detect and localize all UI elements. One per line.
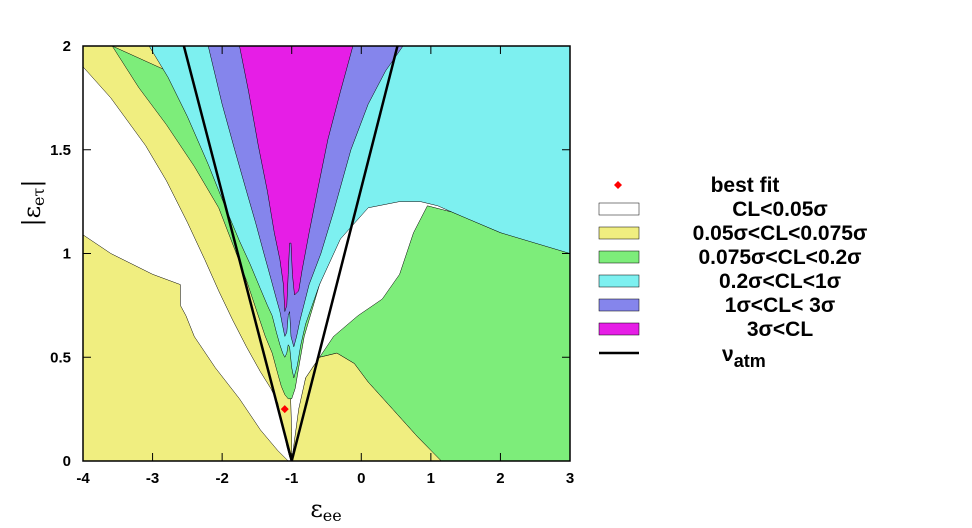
x-tick-label: -2 [215, 470, 228, 487]
x-axis-ticks: -4 -3 -2 -1 0 1 2 3 [76, 46, 574, 487]
y-tick-label: 0 [63, 453, 71, 470]
legend-label: 0.05σ<CL<0.075σ [693, 222, 868, 245]
region-yellow-lower [83, 234, 289, 461]
x-tick-label: -1 [285, 470, 298, 487]
x-tick-label: -3 [146, 470, 159, 487]
x-axis-label: εee [310, 495, 341, 525]
nu-atm-line-1 [182, 46, 293, 461]
region-magenta [239, 46, 354, 312]
legend-best-fit-label: best fit [711, 174, 780, 197]
legend-label: CL<0.05σ [732, 198, 828, 221]
legend-swatch [598, 250, 640, 264]
nu-atm-lines [182, 46, 399, 461]
legend-label: 3σ<CL [747, 318, 813, 341]
nu-atm-line-2 [290, 46, 399, 461]
y-tick-label: 1 [63, 246, 71, 263]
legend-swatch [598, 202, 640, 216]
legend-swatch [598, 298, 640, 312]
legend-swatch [598, 274, 640, 288]
region-yellow-right [291, 352, 442, 461]
x-tick-label: 1 [427, 470, 435, 487]
legend-nu-atm-label: νatm [722, 343, 766, 371]
legend-best-fit-icon [614, 181, 622, 189]
y-tick-label: 2 [63, 38, 71, 55]
x-tick-label: 3 [566, 470, 574, 487]
y-axis-ticks: 0 0.5 1 1.5 2 [50, 38, 570, 470]
legend-label: 1σ<CL< 3σ [725, 294, 835, 317]
legend-swatch [598, 226, 640, 240]
y-tick-label: 0.5 [50, 349, 71, 366]
contour-regions [83, 46, 570, 461]
x-tick-label: 2 [496, 470, 504, 487]
best-fit-marker [280, 405, 289, 414]
legend-label: 0.2σ<CL<1σ [719, 270, 841, 293]
legend-label: 0.075σ<CL<0.2σ [699, 246, 862, 269]
legend-swatch [598, 322, 640, 336]
y-tick-label: 1.5 [50, 142, 71, 159]
x-tick-label: 0 [357, 470, 365, 487]
x-tick-label: -4 [76, 470, 90, 487]
y-axis-label: |εeτ| [18, 180, 48, 227]
best-fit-point [280, 405, 289, 414]
legend: best fitCL<0.05σ0.05σ<CL<0.075σ0.075σ<CL… [598, 174, 868, 371]
